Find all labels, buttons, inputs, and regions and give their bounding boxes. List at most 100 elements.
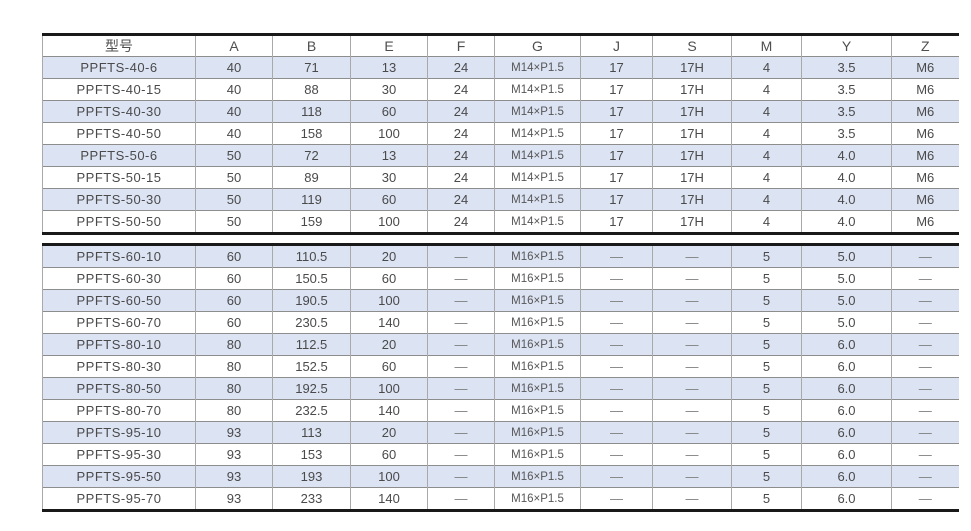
table-cell: 17 [580, 78, 653, 101]
table-row: PPFTS-80-50 80 192.5 100— M16×P1.5— —5 6.0— [42, 377, 959, 400]
table-cell: 5.0 [801, 244, 892, 268]
table-cell: 5 [731, 333, 802, 356]
table-cell: 4 [731, 210, 802, 234]
table-cell: 5 [731, 443, 802, 466]
table-cell: 3.5 [801, 122, 892, 145]
table-cell: 17H [652, 210, 732, 234]
table-cell: — [891, 377, 959, 400]
table-cell: M16×P1.5 [494, 267, 581, 290]
table-cell: 100 [350, 289, 428, 312]
model-cell: PPFTS-80-50 [42, 377, 196, 400]
model-cell: PPFTS-80-10 [42, 333, 196, 356]
column-header-s: S [652, 34, 732, 57]
table-cell: 71 [272, 56, 351, 79]
table-cell: 40 [195, 56, 273, 79]
table-cell: 5 [731, 465, 802, 488]
table-cell: 192.5 [272, 377, 351, 400]
table-cell: 24 [427, 210, 495, 234]
table-cell: M6 [891, 188, 959, 211]
table-cell: 17 [580, 166, 653, 189]
table-cell: 20 [350, 421, 428, 444]
table-cell: M16×P1.5 [494, 311, 581, 334]
table-cell: 4 [731, 144, 802, 167]
table-cell: 159 [272, 210, 351, 234]
table-cell: M16×P1.5 [494, 465, 581, 488]
table-cell: 193 [272, 465, 351, 488]
table-cell: 5 [731, 399, 802, 422]
model-cell: PPFTS-60-30 [42, 267, 196, 290]
table-cell: — [652, 289, 732, 312]
table-row: PPFTS-80-70 80 232.5 140— M16×P1.5— —5 6.0— [42, 399, 959, 422]
table-cell: — [427, 421, 495, 444]
table-cell: — [580, 311, 653, 334]
table-cell: M6 [891, 100, 959, 123]
model-cell: PPFTS-95-30 [42, 443, 196, 466]
table-cell: 190.5 [272, 289, 351, 312]
table-cell: — [891, 443, 959, 466]
table-cell: M16×P1.5 [494, 355, 581, 378]
table-cell: 17H [652, 56, 732, 79]
spec-table-lower: PPFTS-60-10 60 110.5 20— M16×P1.5— —5 5.0— PPFT… [42, 243, 959, 512]
table-cell: 17 [580, 122, 653, 145]
table-cell: 24 [427, 100, 495, 123]
model-cell: PPFTS-50-50 [42, 210, 196, 234]
table-cell: 140 [350, 399, 428, 422]
table-cell: 5.0 [801, 289, 892, 312]
table-cell: — [891, 333, 959, 356]
table-cell: — [891, 244, 959, 268]
table-cell: 60 [350, 355, 428, 378]
table-cell: 80 [195, 377, 273, 400]
table-cell: M6 [891, 56, 959, 79]
table-cell: — [580, 333, 653, 356]
table-row: PPFTS-40-30 40 118 60 24 M14×P1.5 17 17H 4 3.5 M6 [42, 100, 959, 123]
table-cell: 17 [580, 56, 653, 79]
table-cell: — [580, 443, 653, 466]
table-cell: — [652, 399, 732, 422]
table-cell: — [427, 377, 495, 400]
table-cell: — [580, 487, 653, 511]
table-cell: — [891, 267, 959, 290]
table-cell: 6.0 [801, 399, 892, 422]
table-row: PPFTS-95-50 93 193 100— M16×P1.5— —5 6.0— [42, 465, 959, 488]
table-cell: 158 [272, 122, 351, 145]
column-header-e: E [350, 34, 428, 57]
table-cell: 93 [195, 443, 273, 466]
table-cell: 4.0 [801, 210, 892, 234]
table-cell: 60 [195, 311, 273, 334]
table-cell: 24 [427, 188, 495, 211]
table-cell: 93 [195, 487, 273, 511]
model-cell: PPFTS-50-15 [42, 166, 196, 189]
table-cell: 140 [350, 487, 428, 511]
table-cell: 5 [731, 267, 802, 290]
column-header-g: G [494, 34, 581, 57]
table-cell: 113 [272, 421, 351, 444]
table-cell: — [891, 487, 959, 511]
table-cell: — [891, 399, 959, 422]
table-cell: M16×P1.5 [494, 443, 581, 466]
table-cell: 60 [350, 267, 428, 290]
table-cell: — [652, 355, 732, 378]
table-cell: M6 [891, 122, 959, 145]
table-cell: — [427, 465, 495, 488]
model-cell: PPFTS-60-50 [42, 289, 196, 312]
table-cell: — [580, 267, 653, 290]
table-cell: — [427, 267, 495, 290]
table-cell: 13 [350, 144, 428, 167]
table-cell: 6.0 [801, 465, 892, 488]
column-header-y: Y [801, 34, 892, 57]
table-cell: 3.5 [801, 78, 892, 101]
model-cell: PPFTS-95-70 [42, 487, 196, 511]
model-cell: PPFTS-95-10 [42, 421, 196, 444]
column-header-model: 型号 [42, 34, 196, 57]
table-cell: — [891, 289, 959, 312]
column-header-a: A [195, 34, 273, 57]
table-cell: M14×P1.5 [494, 100, 581, 123]
lower-table-body: PPFTS-60-10 60 110.5 20— M16×P1.5— —5 5.0— PPFT… [42, 244, 959, 511]
model-cell: PPFTS-50-6 [42, 144, 196, 167]
table-row: PPFTS-95-10 93 113 20— M16×P1.5— —5 6.0— [42, 421, 959, 444]
table-cell: — [652, 377, 732, 400]
table-cell: 72 [272, 144, 351, 167]
table-cell: 30 [350, 166, 428, 189]
table-cell: M16×P1.5 [494, 333, 581, 356]
